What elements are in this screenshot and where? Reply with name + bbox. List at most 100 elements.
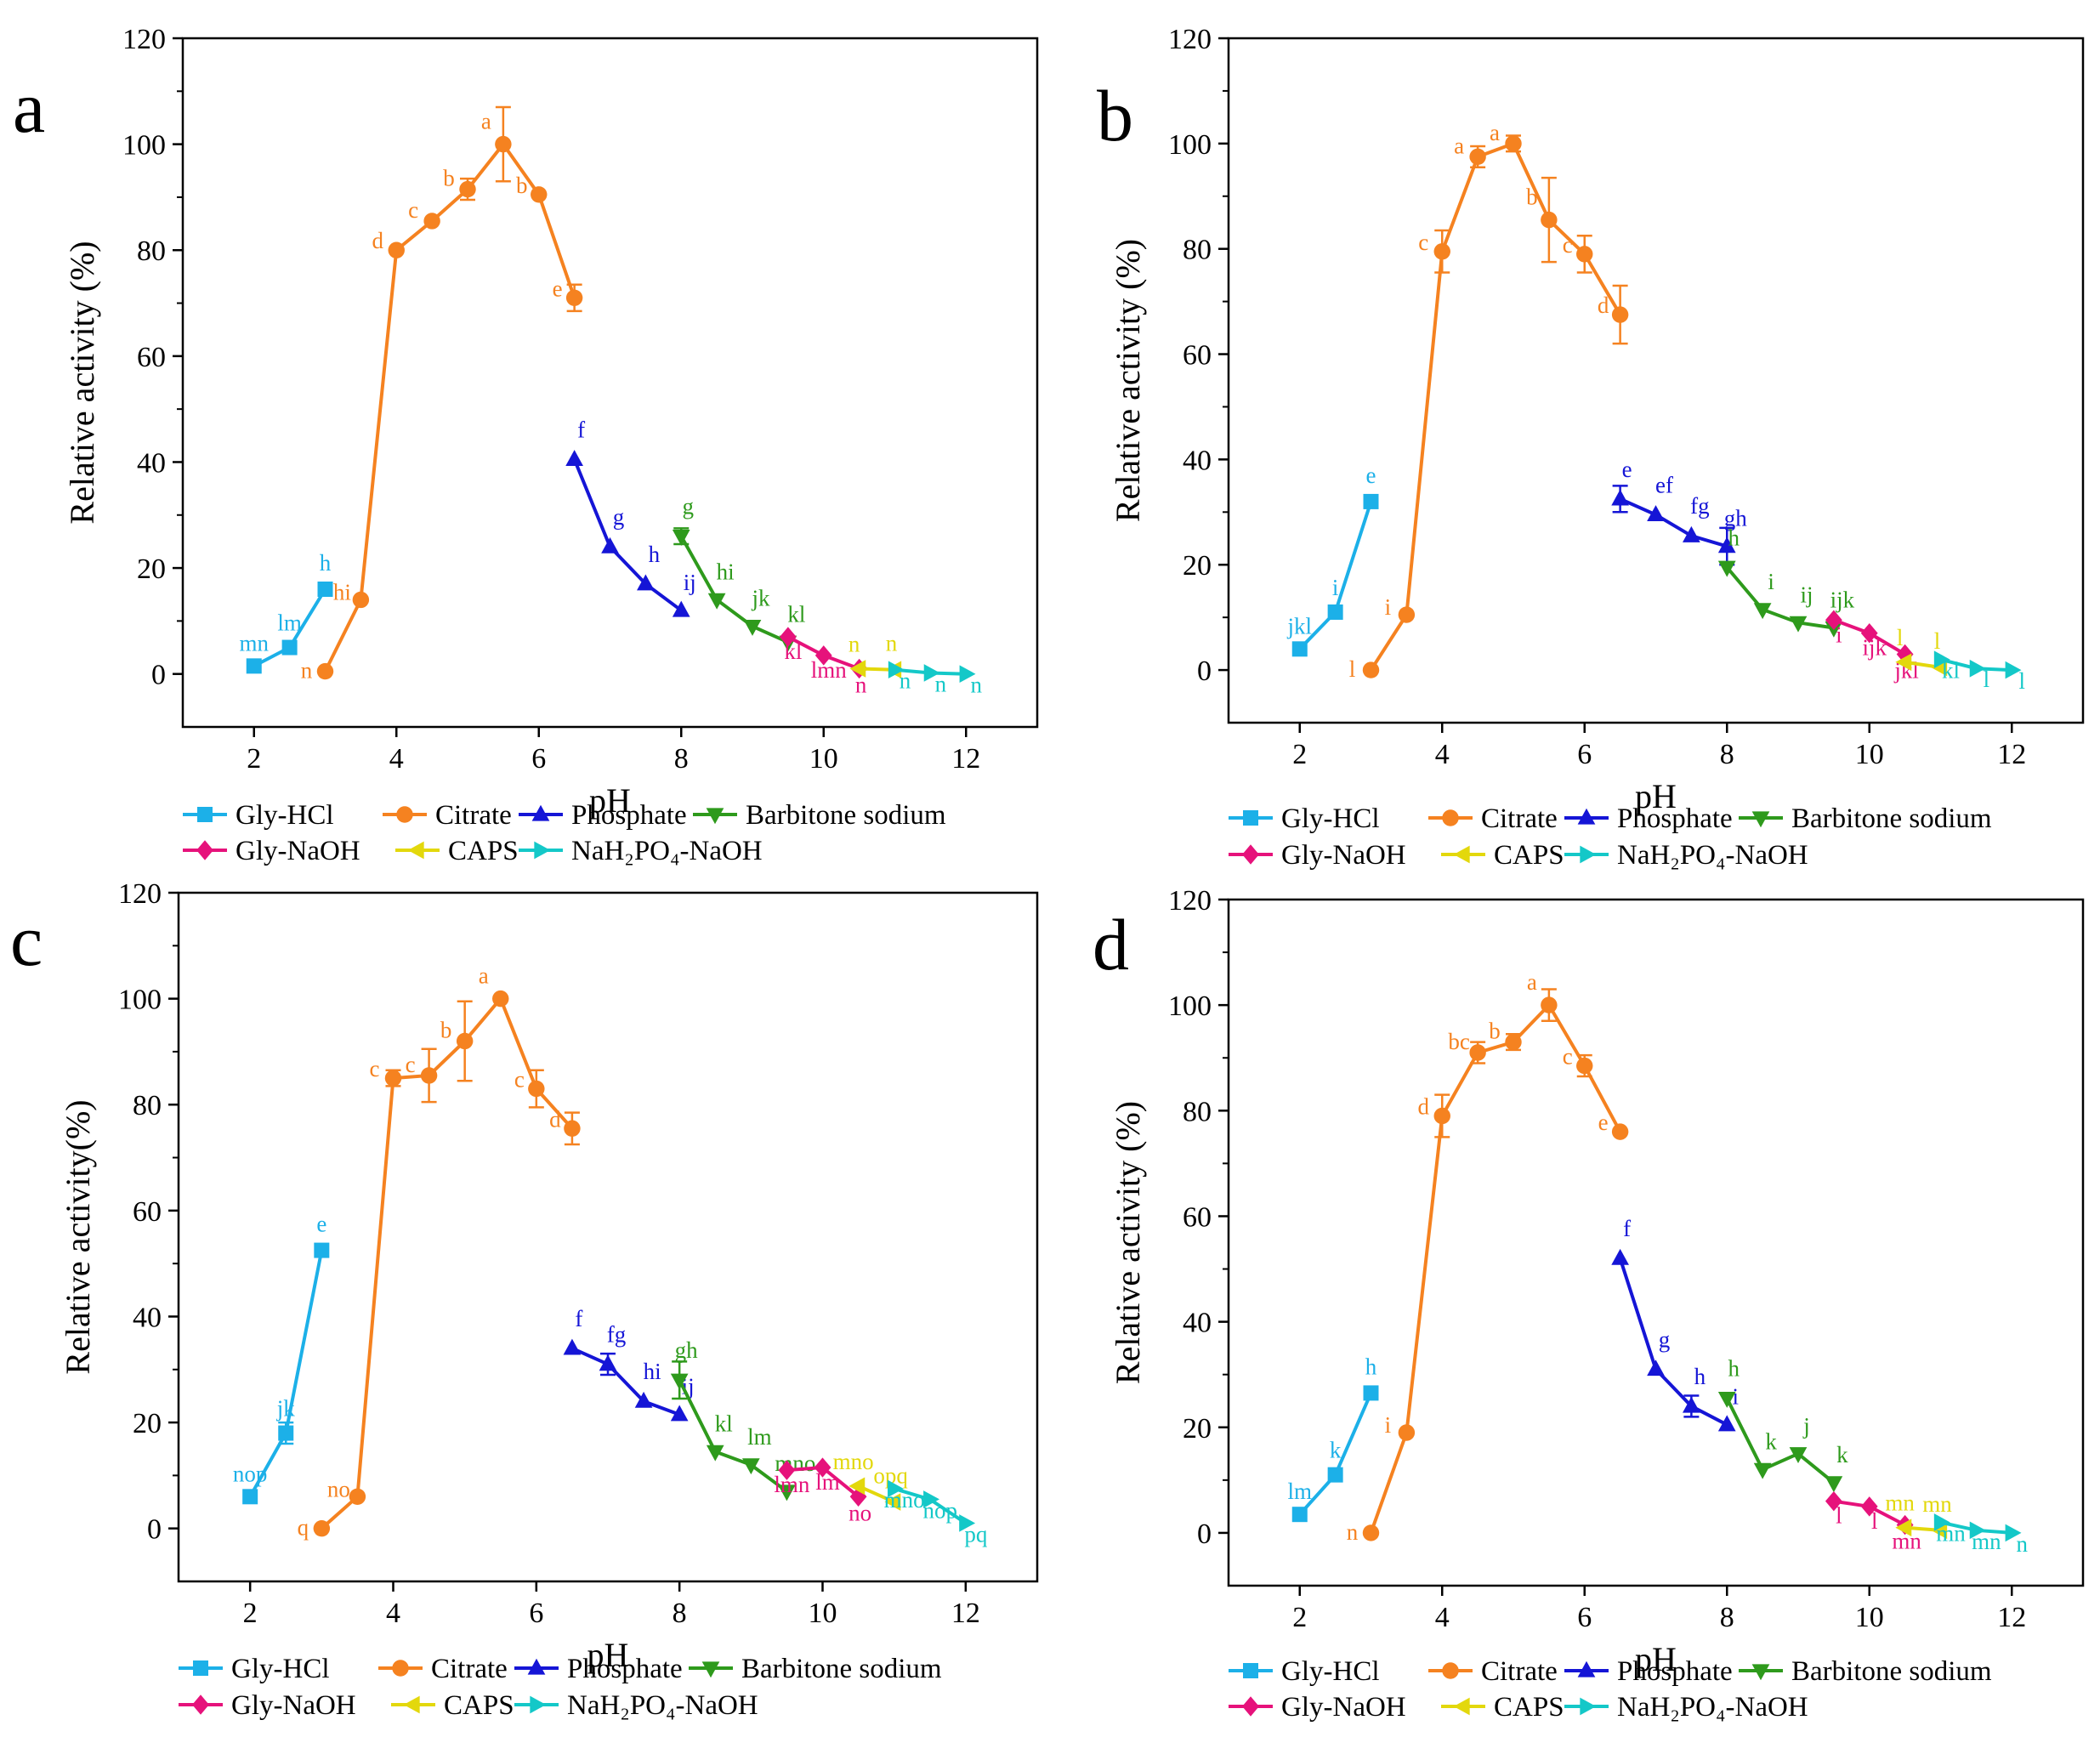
series-line bbox=[248, 1250, 324, 1498]
data-point bbox=[706, 1445, 724, 1462]
series-line bbox=[679, 535, 789, 644]
y-axis-title: Relative activity (%) bbox=[63, 241, 101, 524]
legend-item-nah-po-naoh: NaH₂PO₄-NaOH bbox=[1564, 1692, 1808, 1723]
plot-frame bbox=[177, 891, 1039, 1583]
significance-label: d bbox=[1598, 292, 1609, 318]
series-line bbox=[1369, 1002, 1622, 1534]
x-tick-label: 10 bbox=[809, 743, 838, 775]
x-tick-label: 10 bbox=[1855, 739, 1884, 770]
significance-label: h bbox=[1728, 525, 1740, 550]
data-point bbox=[1825, 1490, 1842, 1512]
data-point bbox=[1327, 604, 1343, 620]
data-point bbox=[1647, 505, 1665, 522]
data-point bbox=[672, 600, 690, 617]
data-point bbox=[1362, 1524, 1380, 1541]
significance-label: l bbox=[1934, 628, 1941, 654]
y-tick-label: 20 bbox=[137, 553, 166, 585]
significance-label: i bbox=[1836, 622, 1842, 647]
legend-marker bbox=[197, 807, 213, 822]
significance-label: f bbox=[575, 1306, 582, 1331]
data-point bbox=[528, 1080, 545, 1098]
data-point bbox=[1969, 1521, 1986, 1540]
legend-item-barbitone-sodium: Barbitone sodium bbox=[1739, 1656, 1992, 1687]
significance-label: i bbox=[1732, 1384, 1739, 1410]
significance-label: c bbox=[406, 1052, 416, 1077]
data-point bbox=[278, 1425, 294, 1441]
x-axis-title: pH bbox=[1635, 777, 1677, 815]
significance-label: h bbox=[649, 542, 661, 567]
data-point bbox=[1825, 610, 1842, 630]
significance-label: e bbox=[553, 275, 563, 301]
data-point bbox=[1825, 1476, 1843, 1493]
significance-label: mn bbox=[1885, 1490, 1915, 1516]
data-point bbox=[1717, 536, 1736, 553]
data-point bbox=[888, 661, 905, 679]
x-axis-title: pH bbox=[1635, 1640, 1677, 1678]
legend-marker bbox=[1580, 845, 1597, 864]
significance-label: mno bbox=[833, 1449, 874, 1474]
legend-item-phosphate: Phosphate bbox=[519, 800, 687, 831]
legend: Gly-HCl Citrate Phosphate Barbitone sodium G… bbox=[1229, 803, 1992, 871]
legend-label: Citrate bbox=[1481, 1656, 1558, 1687]
significance-label: c bbox=[1563, 1044, 1573, 1070]
data-point bbox=[849, 660, 866, 678]
data-point bbox=[1611, 306, 1629, 323]
data-point bbox=[959, 665, 976, 684]
data-point bbox=[778, 1484, 796, 1501]
data-point bbox=[707, 593, 726, 610]
legend-marker bbox=[192, 1694, 209, 1715]
significance-label: b bbox=[1526, 184, 1538, 210]
data-point bbox=[565, 450, 583, 466]
data-point bbox=[1933, 650, 1950, 669]
x-tick-label: 6 bbox=[529, 1598, 543, 1629]
significance-label: mno bbox=[884, 1487, 925, 1513]
series-nah-po-naoh: kl l l bbox=[1933, 650, 2025, 694]
data-point bbox=[670, 1405, 689, 1422]
data-point bbox=[1611, 1123, 1629, 1140]
x-tick-label: 2 bbox=[247, 743, 261, 775]
significance-label: ijk bbox=[1862, 635, 1887, 661]
legend-label: Gly-NaOH bbox=[236, 836, 360, 866]
y-tick-label: 100 bbox=[118, 985, 162, 1016]
data-point bbox=[601, 536, 619, 553]
data-point bbox=[1683, 525, 1700, 542]
legend-marker bbox=[1577, 808, 1596, 825]
significance-label: l bbox=[2018, 668, 2025, 694]
significance-label: pq bbox=[964, 1521, 988, 1547]
data-point bbox=[459, 180, 476, 198]
significance-label: fg bbox=[1690, 493, 1710, 519]
significance-label: b bbox=[516, 173, 528, 198]
panel-letter: d bbox=[1093, 904, 1129, 985]
y-tick-label: 100 bbox=[1168, 129, 1212, 161]
series-line bbox=[1725, 1397, 1836, 1484]
legend-label: Gly-NaOH bbox=[1281, 840, 1406, 871]
data-point bbox=[1576, 1057, 1593, 1075]
legend-label: CAPS bbox=[1494, 840, 1564, 871]
series-nah-po-naoh: mn mn n bbox=[1933, 1513, 2029, 1557]
data-point bbox=[637, 574, 655, 591]
significance-label: fg bbox=[607, 1322, 627, 1348]
data-point bbox=[317, 582, 333, 597]
significance-label: g bbox=[1659, 1326, 1671, 1352]
x-tick-label: 8 bbox=[1720, 1602, 1734, 1633]
significance-label: d bbox=[372, 228, 384, 253]
legend-item-caps: CAPS bbox=[391, 1690, 514, 1721]
legend-marker bbox=[1751, 1664, 1770, 1681]
significance-label: hi bbox=[717, 559, 735, 584]
legend-item-nah-po-naoh: NaH₂PO₄-NaOH bbox=[519, 836, 763, 866]
data-point bbox=[1683, 1396, 1700, 1413]
series-line bbox=[1369, 141, 1622, 672]
significance-label: i bbox=[1385, 1412, 1392, 1438]
y-tick-label: 0 bbox=[151, 660, 166, 691]
data-point bbox=[565, 289, 583, 307]
legend-marker bbox=[193, 1660, 208, 1676]
y-tick-label: 60 bbox=[1183, 340, 1212, 372]
